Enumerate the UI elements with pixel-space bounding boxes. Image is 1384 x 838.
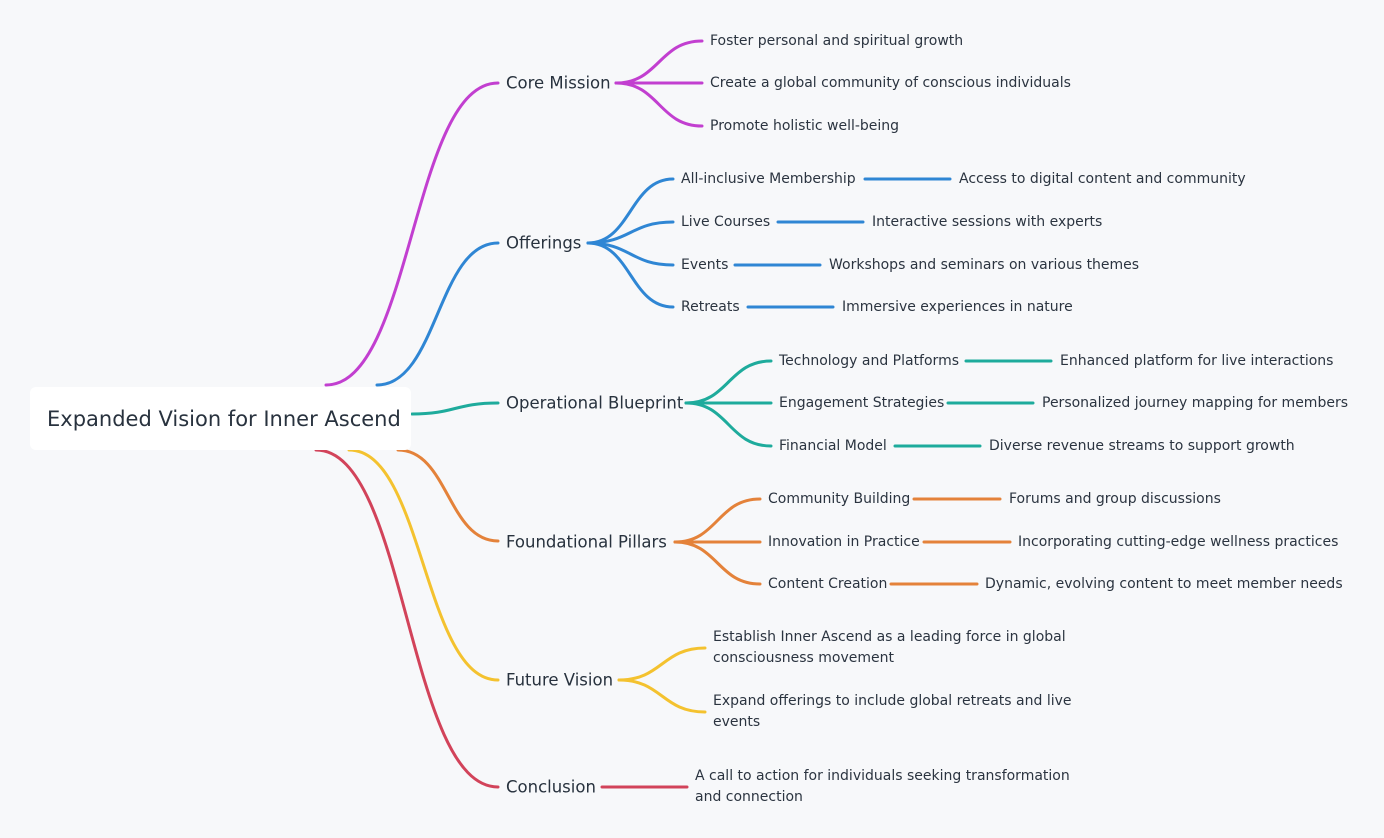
offerings-item[interactable]: Events (681, 257, 729, 273)
pillars-child-connector (673, 497, 762, 544)
branch-conclusion[interactable]: Conclusion (506, 777, 596, 797)
offerings-detail[interactable]: Workshops and seminars on various themes (829, 257, 1140, 273)
root-to-future-vision-connector (347, 448, 500, 682)
blueprint-item[interactable]: Engagement Strategies (779, 395, 945, 411)
offerings-item[interactable]: Live Courses (681, 214, 771, 230)
core-mission-item[interactable]: Foster personal and spiritual growth (710, 33, 964, 49)
pillars-detail[interactable]: Incorporating cutting-edge wellness prac… (1018, 534, 1339, 550)
core-mission-item[interactable]: Create a global community of conscious i… (710, 75, 1071, 91)
pillars-child-connector (673, 540, 762, 586)
blueprint-detail[interactable]: Diverse revenue streams to support growt… (989, 438, 1295, 454)
future-vision-item[interactable]: Expand offerings to include global retre… (713, 693, 1072, 730)
blueprint-child-connector (684, 359, 773, 405)
branch-foundational-pillars[interactable]: Foundational Pillars (506, 532, 667, 552)
pillars-item[interactable]: Community Building (768, 491, 911, 507)
branch-offerings[interactable]: Offerings (506, 233, 582, 253)
pillars-detail[interactable]: Dynamic, evolving content to meet member… (985, 576, 1343, 592)
conclusion-item[interactable]: A call to action for individuals seeking… (695, 768, 1070, 805)
future-vision-child-connector (617, 646, 707, 682)
core-mission-child-connector (614, 81, 704, 128)
core-mission-child-connector (614, 39, 704, 85)
pillars-item[interactable]: Content Creation (768, 576, 888, 592)
future-vision-child-connector (617, 678, 707, 714)
offerings-child-connector (586, 241, 675, 309)
branch-future-vision[interactable]: Future Vision (506, 670, 614, 690)
offerings-child-connector (586, 177, 675, 245)
blueprint-item[interactable]: Financial Model (779, 438, 887, 454)
root-to-conclusion-connector (314, 448, 500, 789)
root-node[interactable]: Expanded Vision for Inner Ascend (30, 387, 411, 450)
offerings-detail[interactable]: Immersive experiences in nature (842, 299, 1073, 315)
future-vision-item[interactable]: Establish Inner Ascend as a leading forc… (713, 629, 1066, 666)
root-to-pillars-connector (396, 448, 500, 543)
root-to-offerings-connector (375, 241, 500, 387)
core-mission-item[interactable]: Promote holistic well-being (710, 118, 900, 134)
branch-operational-blueprint[interactable]: Operational Blueprint (506, 393, 684, 413)
offerings-detail[interactable]: Access to digital content and community (959, 171, 1246, 187)
offerings-item[interactable]: Retreats (681, 299, 740, 315)
root-label: Expanded Vision for Inner Ascend (47, 406, 401, 431)
branch-core-mission[interactable]: Core Mission (506, 73, 611, 93)
blueprint-child-connector (684, 401, 773, 448)
offerings-item[interactable]: All-inclusive Membership (681, 171, 856, 187)
blueprint-detail[interactable]: Personalized journey mapping for members (1042, 395, 1348, 411)
root-to-core-mission-connector (324, 81, 500, 387)
root-to-blueprint-connector (410, 401, 500, 416)
blueprint-detail[interactable]: Enhanced platform for live interactions (1060, 353, 1334, 369)
pillars-detail[interactable]: Forums and group discussions (1009, 491, 1221, 507)
offerings-detail[interactable]: Interactive sessions with experts (872, 214, 1103, 230)
blueprint-item[interactable]: Technology and Platforms (779, 353, 959, 369)
pillars-item[interactable]: Innovation in Practice (768, 534, 920, 550)
